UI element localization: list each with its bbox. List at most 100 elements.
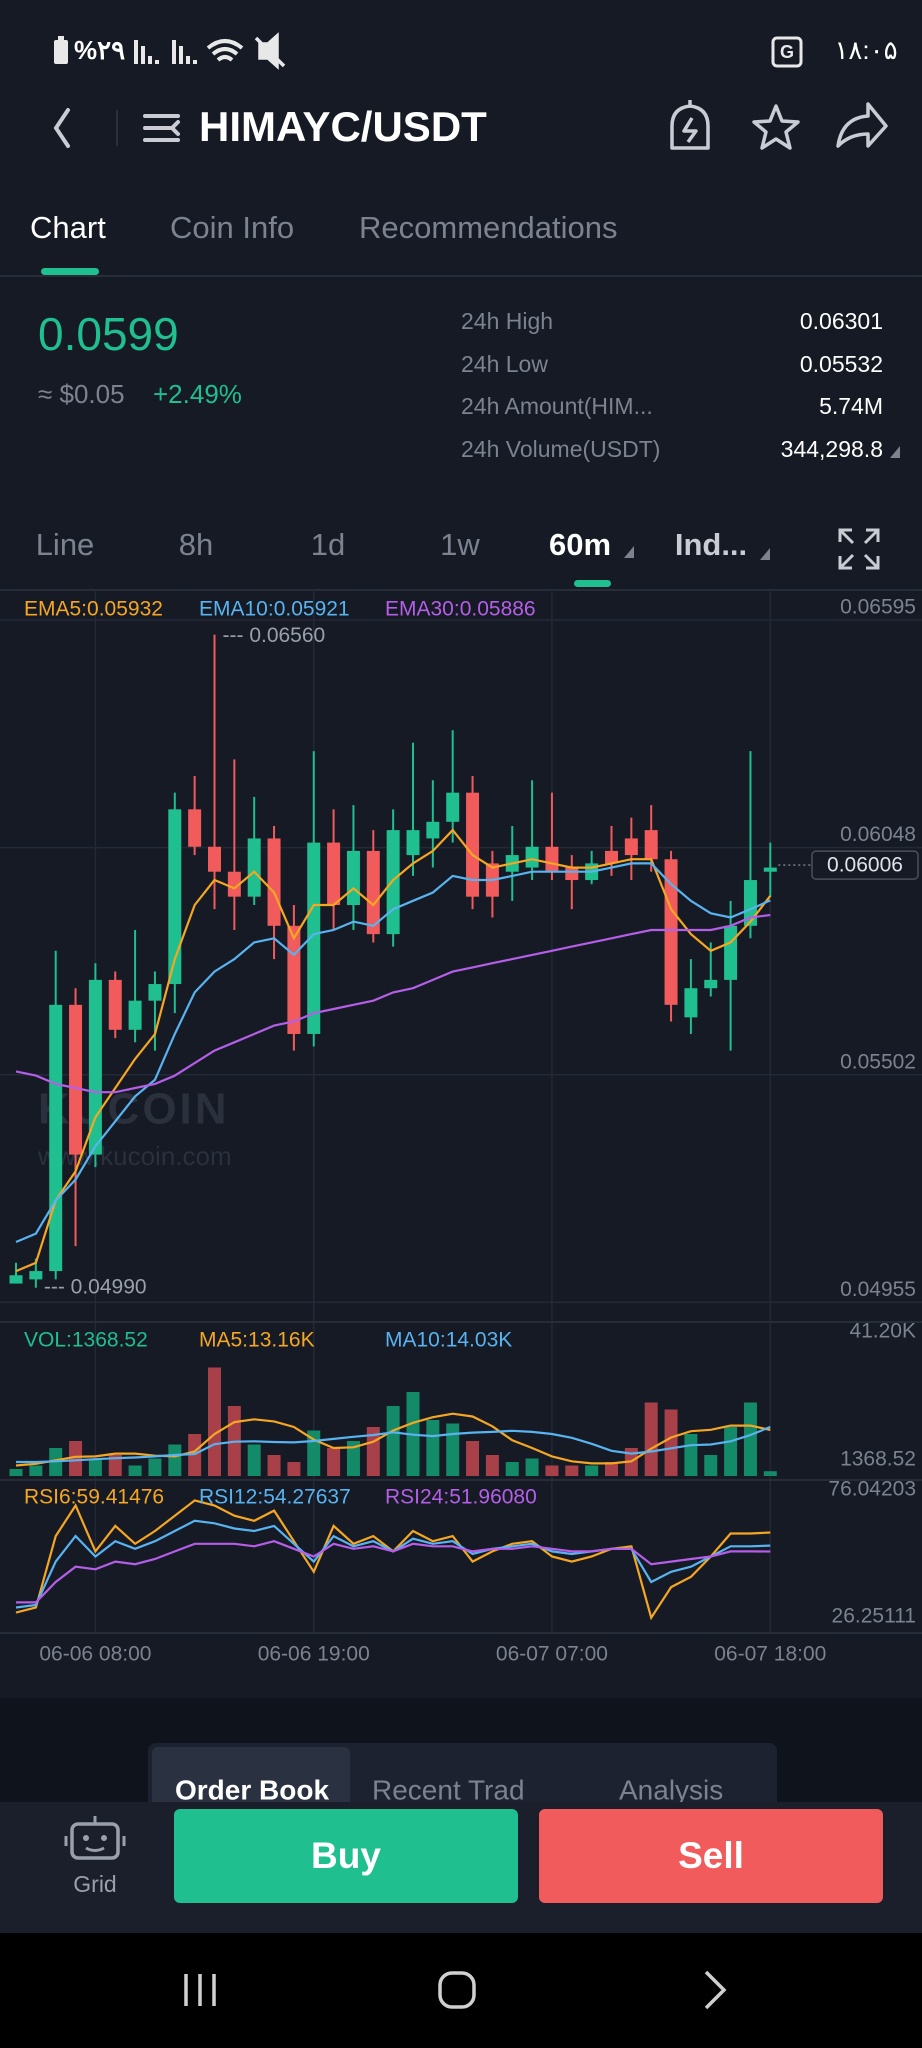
- battery-cap: [58, 36, 64, 41]
- last-price: 0.0599: [38, 308, 179, 360]
- price-change: +2.49%: [153, 379, 242, 409]
- order-tab[interactable]: Recent Trad: [372, 1774, 525, 1805]
- volume-bar: [664, 1409, 678, 1476]
- candle-body: [168, 809, 182, 985]
- clock: ۱۸:۰۵: [834, 35, 897, 65]
- indicator-line: [15, 828, 772, 1273]
- legend-entry: EMA10:0.05921: [199, 598, 350, 621]
- candle-body: [406, 830, 420, 856]
- interval[interactable]: 8h: [179, 527, 213, 562]
- y-tick-label: 76.04203: [828, 1478, 916, 1501]
- nav-back[interactable]: [704, 1970, 727, 2010]
- volume-bar: [88, 1458, 102, 1476]
- tab[interactable]: Coin Info: [170, 210, 294, 245]
- order-tab[interactable]: Order Book: [175, 1774, 329, 1805]
- volume-bar: [585, 1465, 599, 1476]
- candle-body: [148, 984, 162, 1001]
- extreme-label: --- 0.04990: [44, 1275, 147, 1298]
- grid-icon-eye: [101, 1835, 107, 1841]
- volume-bar: [545, 1465, 559, 1476]
- y-tick-label: 41.20K: [849, 1319, 916, 1342]
- nav-home[interactable]: [438, 1971, 476, 2009]
- volume-bar: [386, 1406, 400, 1476]
- candle-body: [684, 988, 698, 1018]
- legend-entry: MA10:14.03K: [385, 1329, 512, 1352]
- y-tick-label: 0.05502: [840, 1050, 916, 1073]
- legend-entry: EMA30:0.05886: [385, 598, 536, 621]
- stat-label: 24h Volume(USDT): [461, 436, 660, 462]
- legend-entry: EMA5:0.05932: [24, 598, 163, 621]
- legend-entry: RSI24:51.96080: [385, 1486, 537, 1509]
- candle-body: [9, 1275, 23, 1284]
- x-tick-label: 06-06 19:00: [258, 1643, 370, 1666]
- candle-body: [267, 838, 281, 926]
- last-price-tag: [811, 850, 919, 880]
- stat-value: 344,298.8: [781, 436, 883, 462]
- favorite-button[interactable]: [752, 104, 800, 150]
- watermark: KUCOIN: [38, 1085, 230, 1134]
- candle-body: [426, 821, 440, 839]
- signal-icons: [134, 40, 197, 64]
- stat-value: 5.74M: [819, 393, 883, 419]
- candle-body: [704, 979, 718, 989]
- nav-recents[interactable]: [184, 1974, 216, 2006]
- translate-icon: [771, 36, 803, 68]
- grid-button[interactable]: Grid: [64, 1816, 126, 1897]
- volume-bar: [644, 1402, 658, 1476]
- volume-bar: [208, 1367, 221, 1476]
- fullscreen-button[interactable]: [838, 528, 880, 570]
- translate-glyph: G: [780, 42, 794, 62]
- buy-button[interactable]: [174, 1809, 518, 1903]
- tab[interactable]: Chart: [30, 210, 106, 245]
- tab-indicator: [41, 268, 99, 275]
- candle-body: [327, 842, 341, 905]
- candle-body: [466, 792, 480, 897]
- grid-icon-detail: [64, 1816, 126, 1852]
- volume-bar: [525, 1458, 539, 1476]
- volume-bar: [684, 1434, 698, 1476]
- order-tab-active: [152, 1747, 350, 1819]
- candle-body: [307, 842, 321, 1034]
- candle-body: [743, 880, 757, 926]
- indicator-line: [16, 1540, 771, 1604]
- volume-bar: [505, 1462, 519, 1476]
- volume-bar: [168, 1444, 182, 1476]
- candle-body: [188, 809, 202, 847]
- volume-bar: [763, 1471, 777, 1476]
- share-button[interactable]: [836, 102, 888, 148]
- candle-body: [386, 830, 400, 935]
- volume-bar: [69, 1441, 83, 1476]
- candle-body: [624, 838, 638, 856]
- volume-bar: [108, 1455, 122, 1476]
- menu-button[interactable]: [143, 114, 180, 142]
- stats: 24h High 0.06301 24h Low 0.05532 24h Amo…: [461, 308, 900, 462]
- candle-body: [763, 867, 777, 872]
- battery-icon: [54, 40, 68, 64]
- dropdown-caret: [890, 446, 900, 458]
- interval-active[interactable]: 60m: [549, 527, 611, 562]
- candle-body: [108, 979, 122, 1030]
- volume-bar: [724, 1427, 738, 1476]
- volume-bar: [426, 1420, 440, 1476]
- tab[interactable]: Recommendations: [359, 210, 617, 245]
- volume-bar: [327, 1448, 341, 1476]
- volume-bar: [605, 1462, 618, 1476]
- indicator-line: [15, 862, 771, 1244]
- alert-button[interactable]: [670, 100, 710, 150]
- back-button[interactable]: [53, 108, 70, 148]
- order-tab[interactable]: Analysis: [619, 1774, 723, 1805]
- grid-icon-eye: [83, 1835, 89, 1841]
- grid-label: Grid: [73, 1871, 116, 1897]
- candle-body: [208, 846, 221, 872]
- dropdown-caret: [624, 546, 634, 558]
- interval[interactable]: 1d: [311, 527, 345, 562]
- volume-bar: [565, 1465, 579, 1476]
- indicators[interactable]: Ind...: [675, 527, 747, 562]
- candle-body: [545, 846, 559, 872]
- interval[interactable]: Line: [36, 527, 95, 562]
- volume-bar: [9, 1469, 23, 1476]
- interval[interactable]: 1w: [440, 527, 480, 562]
- indicator-line: [15, 913, 771, 1094]
- sell-button[interactable]: [539, 1809, 883, 1903]
